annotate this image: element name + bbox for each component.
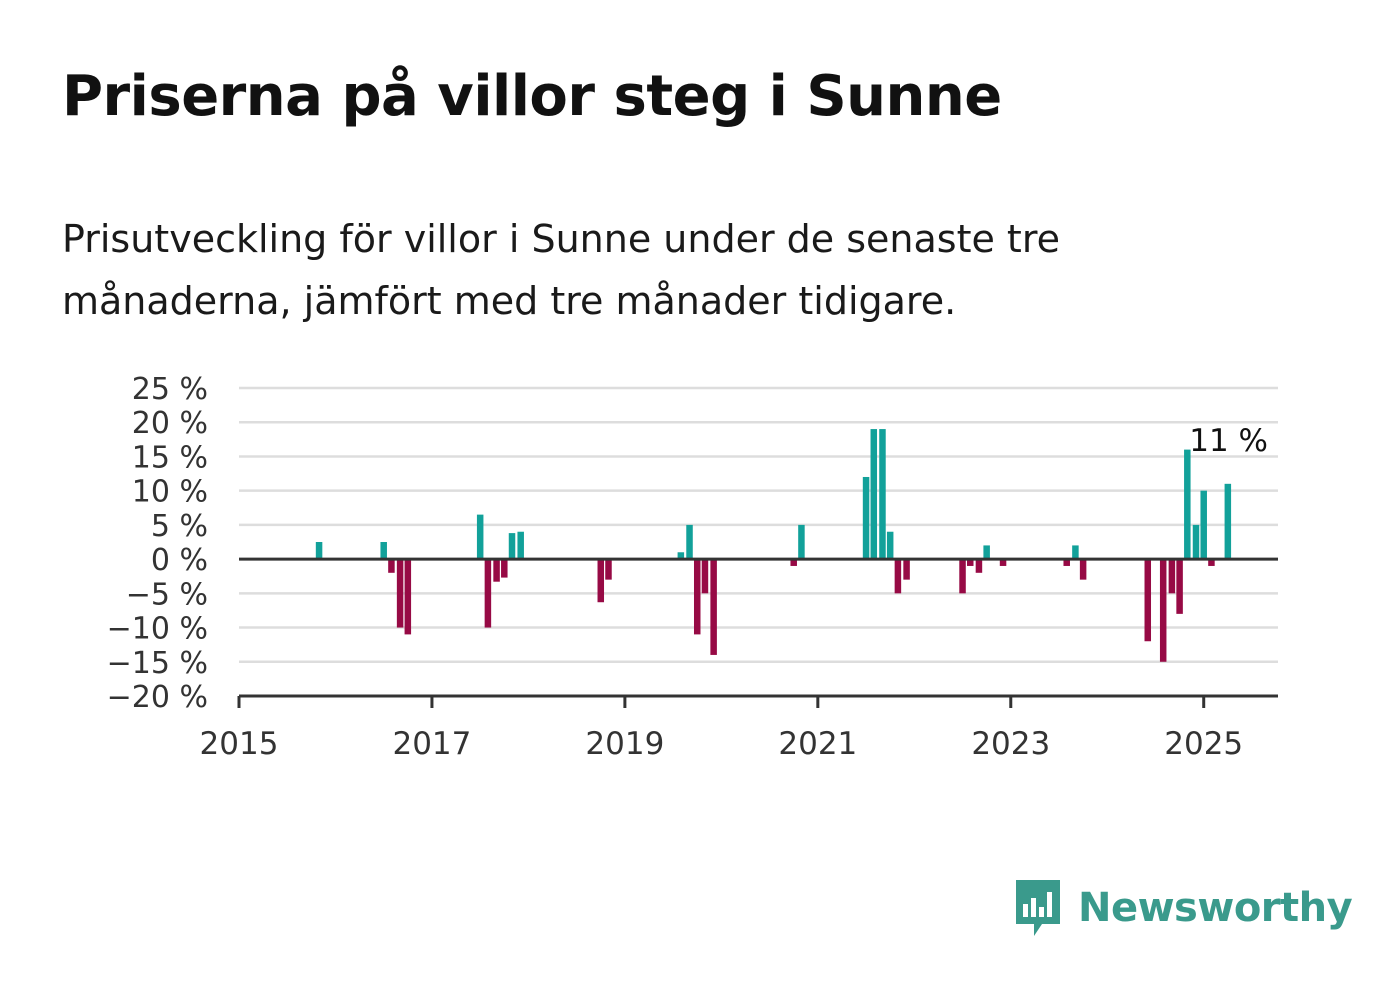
axes xyxy=(237,557,1278,708)
bar xyxy=(1208,559,1215,566)
bar xyxy=(1176,559,1183,614)
bar xyxy=(1200,490,1207,560)
bar xyxy=(798,524,805,560)
bar xyxy=(975,559,983,573)
bar xyxy=(870,429,878,560)
bar xyxy=(476,514,484,560)
bar xyxy=(1192,524,1200,560)
x-tick-label: 2019 xyxy=(585,726,664,762)
x-tick-label: 2023 xyxy=(971,726,1050,762)
bar xyxy=(396,559,404,628)
y-tick-label: −5 % xyxy=(126,577,208,612)
bar xyxy=(862,476,870,560)
newsworthy-chart-bubble-icon xyxy=(1016,880,1060,936)
x-tick-label: 2017 xyxy=(392,726,471,762)
bar xyxy=(999,559,1007,566)
last-value-annotation: 11 % xyxy=(1189,423,1268,459)
newsworthy-logo[interactable]: Newsworthy xyxy=(1012,878,1353,938)
bar xyxy=(894,559,902,594)
x-tick-label: 2015 xyxy=(200,726,279,762)
bar xyxy=(1168,559,1176,594)
bar xyxy=(597,559,605,603)
bar xyxy=(493,559,500,582)
bar xyxy=(693,559,701,635)
bar xyxy=(886,531,894,560)
bar xyxy=(517,531,524,560)
bar xyxy=(508,533,516,560)
bar xyxy=(701,559,709,594)
bar xyxy=(404,559,412,635)
y-tick-label: −15 % xyxy=(107,646,208,681)
bar xyxy=(686,524,693,560)
bar xyxy=(710,559,717,655)
bar xyxy=(983,545,990,560)
bars xyxy=(315,429,1232,662)
bar xyxy=(1063,559,1070,566)
logo-text: Newsworthy xyxy=(1078,885,1353,931)
bar xyxy=(1144,559,1152,642)
grid-lines xyxy=(239,386,1278,664)
tick-labels: 25 %20 %15 %10 %5 %0 %−5 %−10 %−15 %−20 … xyxy=(107,372,1268,762)
bar xyxy=(1159,559,1167,662)
chart-subtitle: Prisutveckling för villor i Sunne under … xyxy=(62,217,1061,323)
bar xyxy=(1072,545,1079,560)
bar xyxy=(903,559,910,580)
bar xyxy=(605,559,612,580)
y-tick-label: 10 % xyxy=(132,475,208,510)
y-tick-label: 5 % xyxy=(151,509,208,544)
y-tick-label: 0 % xyxy=(151,543,208,578)
bar xyxy=(677,552,685,560)
bar xyxy=(967,559,974,566)
x-tick-label: 2025 xyxy=(1164,726,1243,762)
bar xyxy=(1079,559,1087,580)
y-tick-label: −20 % xyxy=(107,680,208,715)
chart-title: Priserna på villor steg i Sunne xyxy=(62,64,1002,129)
y-tick-label: 15 % xyxy=(132,440,208,475)
bar xyxy=(879,429,886,560)
bar xyxy=(388,559,395,573)
bar xyxy=(501,559,508,578)
bar xyxy=(959,559,966,594)
bar xyxy=(1184,449,1191,560)
bar xyxy=(315,542,323,560)
bar xyxy=(484,559,492,628)
bar xyxy=(790,559,797,566)
x-tick-label: 2021 xyxy=(778,726,857,762)
bar xyxy=(380,542,387,560)
y-tick-label: 25 % xyxy=(132,372,208,407)
bar xyxy=(1224,483,1232,560)
y-tick-label: −10 % xyxy=(107,612,208,647)
y-tick-label: 20 % xyxy=(132,406,208,441)
